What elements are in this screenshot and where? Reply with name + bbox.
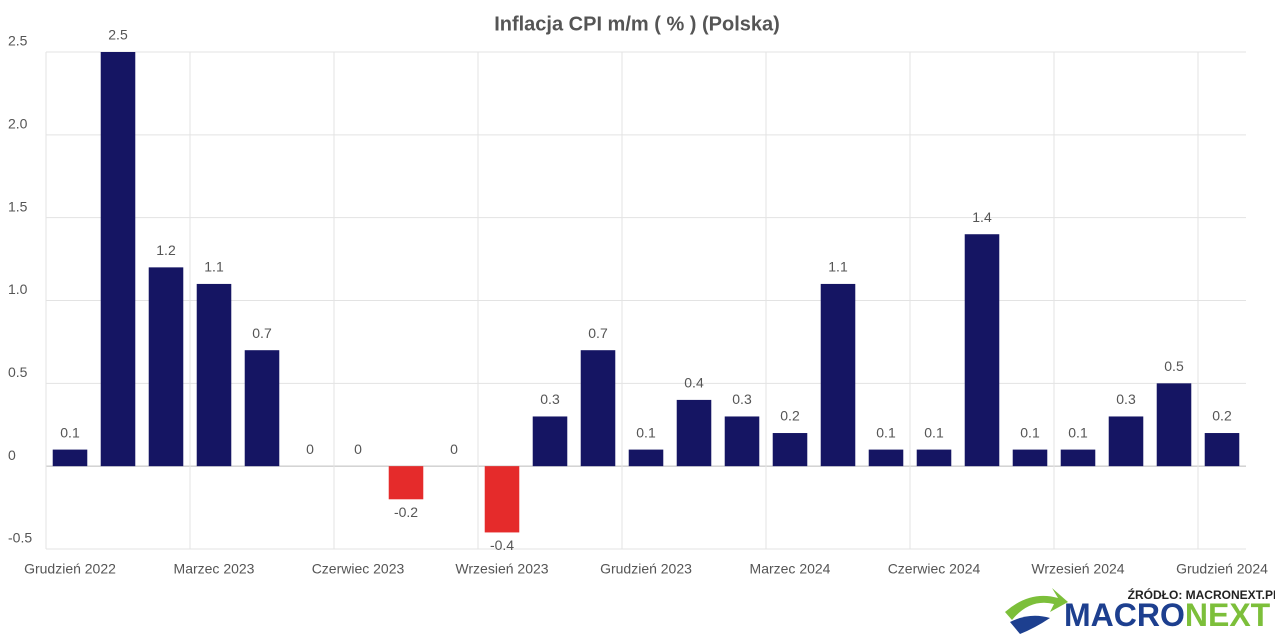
source: ŹRÓDŁO: MACRONEXT.PL (1128, 587, 1275, 602)
bar (1156, 383, 1192, 467)
x-tick-label: Grudzień 2024 (1176, 561, 1268, 577)
data-label: 0.3 (540, 391, 560, 407)
bar (772, 433, 808, 467)
data-label: 0.3 (732, 391, 752, 407)
bar (1204, 433, 1240, 467)
logo-part: NEXT (1185, 597, 1271, 633)
x-tick-label: Marzec 2024 (750, 561, 831, 577)
data-label: 0.1 (1020, 424, 1040, 440)
logo-swoosh (1010, 615, 1050, 634)
data-label: 2.5 (108, 27, 128, 43)
bar (1012, 449, 1048, 467)
data-label: 0 (450, 441, 458, 457)
data-label: 0 (306, 441, 314, 457)
bar (388, 466, 424, 500)
chart-title: Inflacja CPI m/m ( % ) (Polska) (494, 13, 780, 35)
y-tick-label: 1.5 (8, 198, 28, 214)
data-label: 1.4 (972, 209, 992, 225)
bar (820, 283, 856, 467)
bar (724, 416, 760, 467)
y-tick-label: 0.5 (8, 364, 28, 380)
data-label: 1.1 (204, 259, 224, 275)
bar (1060, 449, 1096, 467)
bar (580, 350, 616, 467)
bar (1108, 416, 1144, 467)
bar (916, 449, 952, 467)
data-label: -0.4 (490, 537, 514, 553)
data-label: 0 (354, 441, 362, 457)
data-label: 0.1 (60, 424, 80, 440)
data-label: 0.2 (780, 408, 800, 424)
bar (196, 283, 232, 467)
x-tick-label: Marzec 2023 (174, 561, 255, 577)
logo: ŹRÓDŁO: MACRONEXT.PL MACRONEXT (1005, 587, 1275, 634)
data-label: 0.1 (876, 424, 896, 440)
x-tick-label: Grudzień 2023 (600, 561, 692, 577)
bar (484, 466, 520, 533)
x-tick-label: Wrzesień 2023 (455, 561, 548, 577)
x-tick-label: Grudzień 2022 (24, 561, 116, 577)
data-label: 0.1 (1068, 424, 1088, 440)
data-label: 1.2 (156, 242, 176, 258)
data-label: 0.4 (684, 375, 704, 391)
y-tick-label: 2.0 (8, 116, 28, 132)
bar (244, 350, 280, 467)
bar (964, 234, 1000, 467)
data-label: 0.1 (636, 424, 656, 440)
y-tick-label: 0 (8, 447, 16, 463)
bar (100, 52, 136, 467)
bar (532, 416, 568, 467)
logo-part: MACRO (1064, 597, 1185, 633)
y-tick-label: 1.0 (8, 281, 28, 297)
data-label: 0.5 (1164, 358, 1184, 374)
y-tick-label: -0.5 (8, 530, 32, 546)
data-label: 1.1 (828, 259, 848, 275)
x-tick-label: Czerwiec 2023 (312, 561, 405, 577)
data-label: 0.1 (924, 424, 944, 440)
bar (868, 449, 904, 467)
x-tick-label: Czerwiec 2024 (888, 561, 981, 577)
bar (148, 267, 184, 467)
data-label: 0.7 (588, 325, 608, 341)
bar (52, 449, 88, 467)
x-tick-label: Wrzesień 2024 (1031, 561, 1124, 577)
logo-swoosh (1005, 588, 1068, 620)
data-label: -0.2 (394, 504, 418, 520)
data-label: 0.7 (252, 325, 272, 341)
y-tick-label: 2.5 (8, 33, 28, 49)
bar (676, 399, 712, 467)
data-label: 0.2 (1212, 408, 1232, 424)
logo-text: MACRONEXT (1064, 597, 1271, 633)
bar (628, 449, 664, 467)
data-label: 0.3 (1116, 391, 1136, 407)
